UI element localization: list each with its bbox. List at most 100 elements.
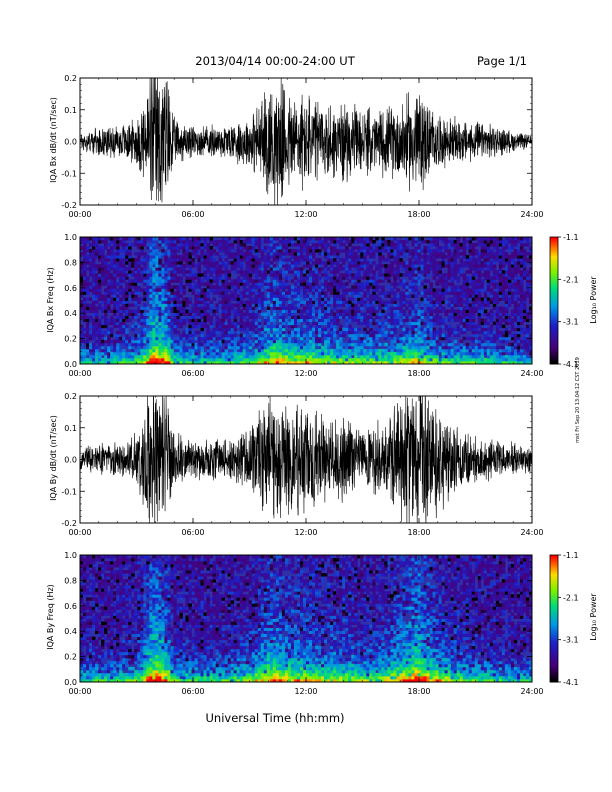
spectrogram-cell — [486, 339, 491, 344]
spectrogram-cell — [281, 333, 286, 338]
spectrogram-cell — [80, 312, 84, 317]
spectrogram-cell — [245, 276, 250, 280]
spectrogram-cell — [233, 360, 238, 365]
spectrogram-cell — [260, 297, 265, 301]
spectrogram-cell — [203, 237, 207, 241]
spectrogram-cell — [423, 312, 427, 317]
spectrogram-cell — [89, 270, 93, 274]
spectrogram-cell — [281, 348, 286, 353]
spectrogram-cell — [161, 270, 165, 274]
spectrogram-cell — [435, 246, 439, 250]
spectrogram-cell — [113, 318, 117, 323]
spectrogram-cell — [191, 351, 195, 356]
spectrogram-cell — [408, 267, 412, 271]
spectrogram-cell — [477, 294, 482, 298]
spectrogram-cell — [390, 270, 394, 274]
spectrogram-cell — [354, 342, 358, 347]
spectrogram-cell — [456, 360, 461, 365]
spectrogram-cell — [86, 315, 90, 320]
spectrogram-cell — [263, 324, 268, 329]
spectrogram-cell — [92, 258, 96, 262]
spectrogram-cell — [173, 264, 177, 268]
spectrogram-cell — [209, 255, 213, 259]
spectrogram-cell — [381, 240, 385, 244]
spectrogram-cell — [384, 318, 388, 323]
spectrogram-cell — [345, 357, 349, 362]
spectrogram-cell — [128, 291, 132, 295]
spectrogram-cell — [333, 258, 337, 262]
spectrogram-cell — [462, 360, 467, 365]
spectrogram-cell — [179, 354, 183, 359]
spectrogram-cell — [107, 336, 111, 341]
spectrogram-cell — [248, 345, 253, 350]
spectrogram-cell — [447, 327, 452, 332]
spectrogram-cell — [429, 357, 433, 362]
spectrogram-cell — [83, 267, 87, 271]
spectrogram-cell — [137, 318, 141, 323]
spectrogram-cell — [423, 330, 427, 335]
spectrogram-cell — [194, 324, 198, 329]
spectrogram-cell — [158, 333, 162, 338]
spectrogram-cell — [348, 348, 352, 353]
spectrogram-cell — [429, 288, 433, 292]
spectrogram-cell — [471, 243, 476, 247]
spectrogram-cell — [351, 291, 355, 295]
spectrogram-cell — [492, 240, 497, 244]
spectrogram-cell — [119, 258, 123, 262]
spectrogram-cell — [423, 240, 427, 244]
spectrogram-cell — [140, 276, 144, 280]
spectrogram-cell — [296, 318, 301, 323]
spectrogram-cell — [432, 291, 436, 295]
spectrogram-cell — [438, 309, 442, 313]
spectrogram-cell — [137, 255, 141, 259]
spectrogram-cell — [242, 306, 247, 310]
spectrogram-cell — [462, 336, 467, 341]
spectrogram-cell — [179, 246, 183, 250]
spectrogram-cell — [152, 309, 156, 313]
spectrogram-cell — [173, 255, 177, 259]
spectrogram-cell — [233, 342, 238, 347]
spectrogram-cell — [140, 246, 144, 250]
spectrogram-cell — [399, 306, 403, 310]
spectrogram-cell — [492, 285, 497, 289]
spectrogram-cell — [251, 315, 256, 320]
spectrogram-cell — [104, 267, 108, 271]
spectrogram-cell — [429, 333, 433, 338]
spectrogram-cell — [354, 348, 358, 353]
spectrogram-cell — [390, 330, 394, 335]
spectrogram-cell — [104, 282, 108, 286]
spectrogram-cell — [176, 279, 180, 283]
spectrogram-cell — [212, 360, 216, 365]
spectrogram-cell — [245, 294, 250, 298]
spectrogram-cell — [149, 324, 153, 329]
spectrogram-cell — [432, 354, 436, 359]
spectrogram-cell — [489, 240, 494, 244]
spectrogram-cell — [453, 243, 458, 247]
spectrogram-cell — [296, 273, 301, 277]
spectrogram-cell — [462, 345, 467, 350]
spectrogram-cell — [110, 333, 114, 338]
spectrogram-cell — [284, 249, 289, 253]
spectrogram-cell — [92, 318, 96, 323]
spectrogram-cell — [158, 354, 162, 359]
spectrogram-cell — [360, 312, 364, 317]
spectrogram-cell — [146, 255, 150, 259]
spectrogram-cell — [489, 336, 494, 341]
spectrogram-cell — [176, 330, 180, 335]
spectrogram-cell — [158, 324, 162, 329]
spectrogram-cell — [318, 258, 322, 262]
spectrogram-cell — [299, 360, 304, 365]
spectrogram-cell — [236, 249, 241, 253]
spectrogram-cell — [278, 276, 283, 280]
spectrogram-cell — [281, 255, 286, 259]
spectrogram-cell — [113, 351, 117, 356]
spectrogram-cell — [299, 348, 304, 353]
spectrogram-cell — [381, 294, 385, 298]
spectrogram-cell — [164, 270, 168, 274]
spectrogram-cell — [242, 291, 247, 295]
spectrogram-cell — [417, 279, 421, 283]
spectrogram-cell — [197, 321, 201, 326]
spectrogram-cell — [309, 246, 313, 250]
spectrogram-cell — [351, 264, 355, 268]
spectrogram-cell — [170, 297, 174, 301]
